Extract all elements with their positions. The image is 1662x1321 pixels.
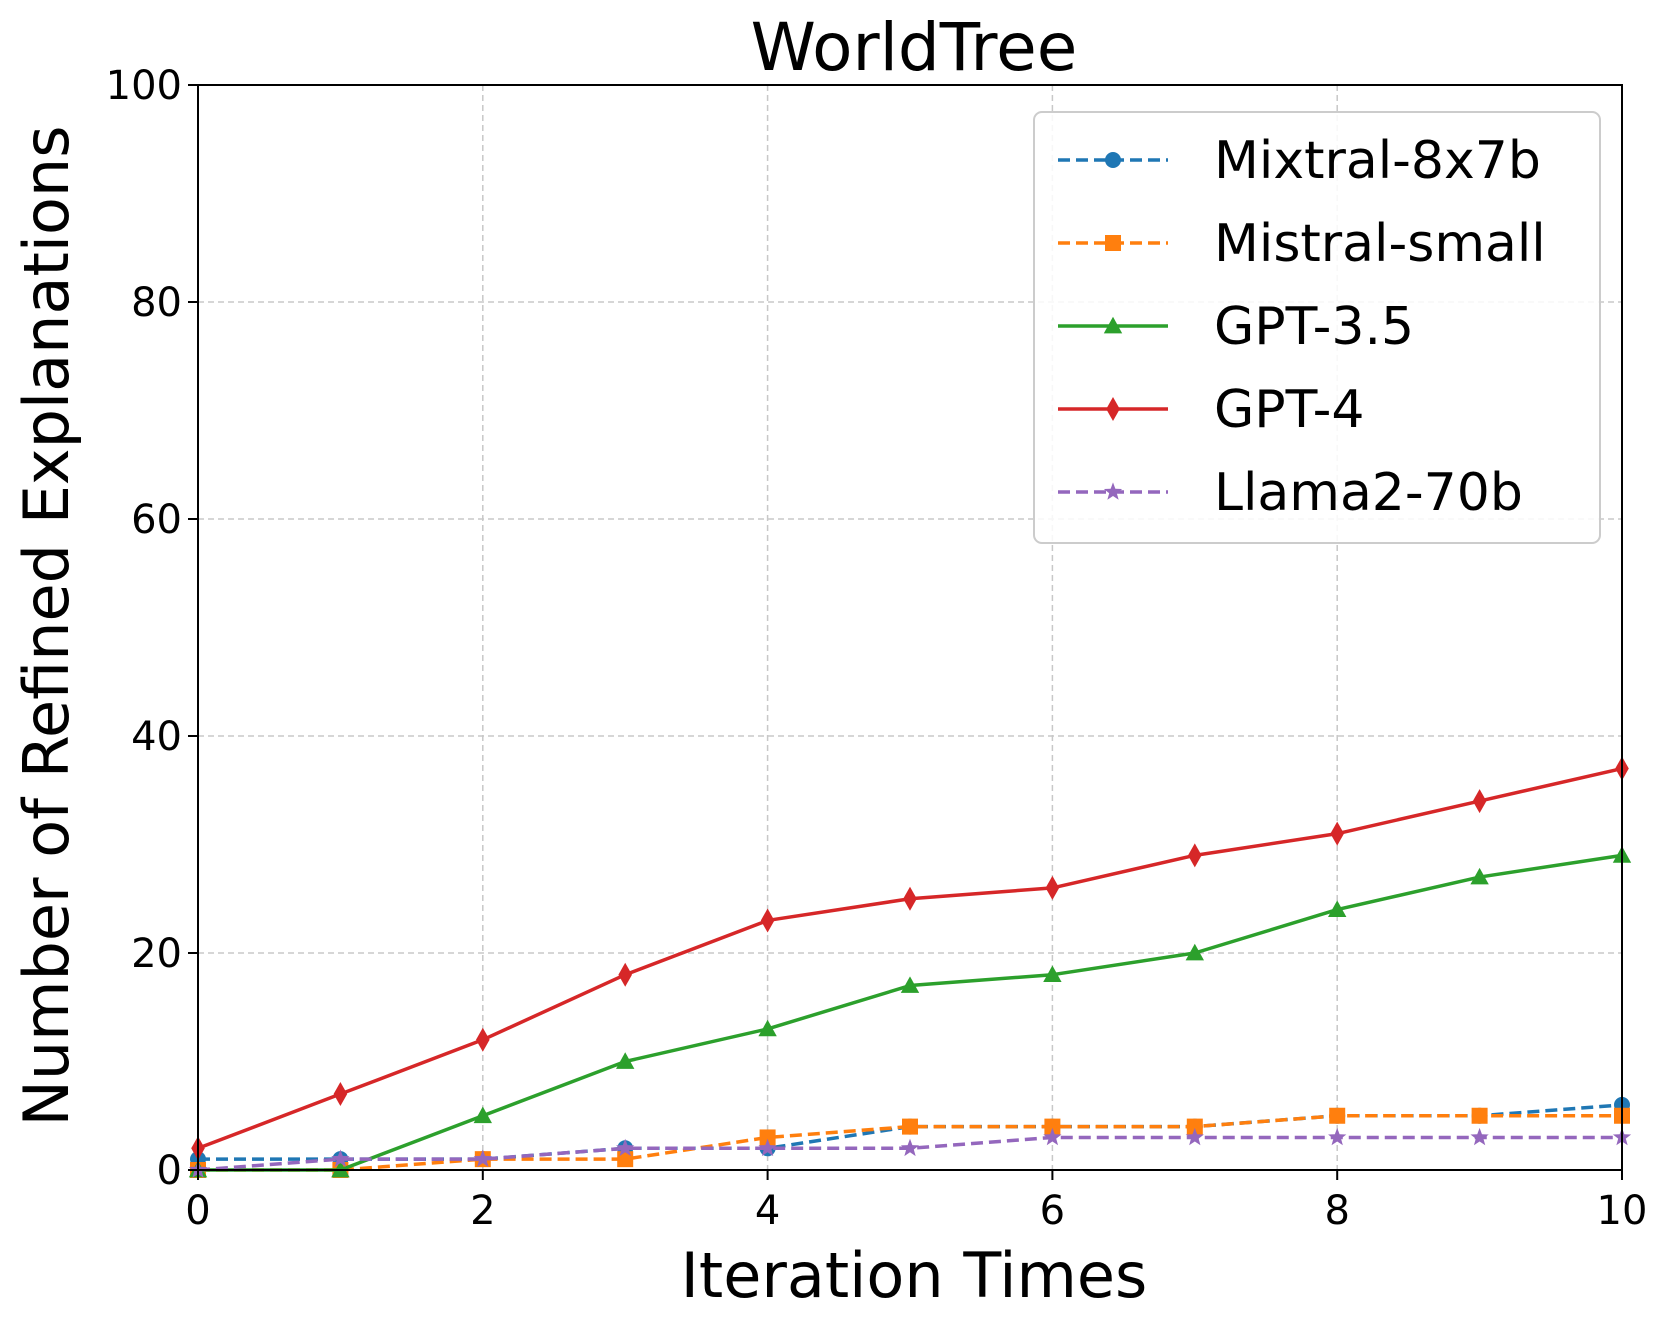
data-point-llama2-70b <box>1185 1127 1204 1146</box>
legend-entry-mistral-small: Mistral-small <box>1058 214 1546 274</box>
x-tick-label: 2 <box>470 1188 495 1234</box>
data-point-gpt-3-5 <box>900 976 920 993</box>
data-point-mistral-small <box>1044 1118 1061 1135</box>
data-point-gpt-3-5 <box>616 1052 635 1069</box>
data-point-llama2-70b <box>331 1149 350 1167</box>
x-tick-label: 8 <box>1324 1188 1349 1234</box>
legend-entry-gpt-4: GPT-4 <box>1058 380 1365 440</box>
y-tick-label: 80 <box>131 280 182 326</box>
y-tick-label: 0 <box>157 1148 182 1194</box>
data-point-gpt-3-5 <box>1328 900 1347 917</box>
data-point-mistral-small <box>1186 1118 1203 1135</box>
data-point-mistral-small <box>759 1129 776 1146</box>
data-point-gpt-3-5 <box>1185 943 1204 961</box>
legend: Mixtral-8x7b Mistral-small GPT-3.5 GPT-4 Lla… <box>1033 111 1601 544</box>
data-point-mistral-small <box>1471 1107 1488 1124</box>
data-point-llama2-70b <box>1043 1127 1062 1146</box>
legend-marker-mixtral-8x7b <box>1105 152 1121 168</box>
data-point-gpt-4 <box>1330 821 1344 846</box>
x-tick-label: 0 <box>185 1188 210 1234</box>
data-point-gpt-4 <box>476 1027 490 1052</box>
data-point-llama2-70b <box>1470 1127 1489 1146</box>
y-tick-label: 20 <box>131 931 182 977</box>
series-gpt-4 <box>191 756 1629 1161</box>
legend-label-gpt-3-5: GPT-3.5 <box>1214 297 1414 357</box>
y-axis-label: Number of Refined Explanations <box>10 125 83 1126</box>
data-point-mistral-small <box>617 1151 634 1168</box>
chart-title: WorldTree <box>751 9 1078 86</box>
data-point-gpt-4 <box>618 962 632 987</box>
x-tick-label: 4 <box>755 1188 780 1234</box>
data-point-mistral-small <box>902 1118 918 1135</box>
data-point-llama2-70b <box>1328 1127 1347 1146</box>
legend-label-llama2-70b: Llama2-70b <box>1214 463 1523 523</box>
legend-label-gpt-4: GPT-4 <box>1214 380 1365 440</box>
y-tick-label: 40 <box>131 714 182 760</box>
data-point-gpt-3-5 <box>758 1019 777 1037</box>
data-point-llama2-70b <box>758 1138 777 1157</box>
data-point-gpt-4 <box>1188 843 1202 868</box>
legend-entry-gpt-3-5: GPT-3.5 <box>1058 297 1414 357</box>
legend-marker-mistral-small <box>1105 235 1121 251</box>
legend-entry-mixtral-8x7b: Mixtral-8x7b <box>1058 131 1541 191</box>
x-tick-label: 6 <box>1040 1188 1065 1234</box>
data-point-gpt-4 <box>903 886 917 911</box>
series-layer <box>188 756 1632 1178</box>
legend-entry-llama2-70b: Llama2-70b <box>1058 463 1523 523</box>
y-tick-label: 60 <box>131 497 182 543</box>
legend-label-mistral-small: Mistral-small <box>1214 214 1546 274</box>
data-point-llama2-70b <box>473 1149 492 1167</box>
plot-frame <box>197 84 1623 1171</box>
data-point-llama2-70b <box>616 1138 635 1157</box>
data-point-mistral-small <box>1329 1107 1346 1124</box>
data-point-llama2-70b <box>900 1138 920 1157</box>
data-point-gpt-4 <box>333 1082 348 1107</box>
data-point-gpt-4 <box>760 908 775 933</box>
legend-marker-gpt-3-5 <box>1103 316 1123 334</box>
data-point-gpt-3-5 <box>1043 965 1062 983</box>
x-axis-label: Iteration Times <box>681 1239 1148 1312</box>
y-tick-label: 100 <box>106 63 182 109</box>
data-point-gpt-4 <box>1472 789 1487 814</box>
legend-marker-gpt-4 <box>1106 397 1120 421</box>
data-point-gpt-4 <box>1045 875 1060 900</box>
x-tick-label: 10 <box>1597 1188 1648 1234</box>
legend-marker-llama2-70b <box>1103 482 1123 500</box>
data-point-gpt-3-5 <box>473 1106 492 1124</box>
series-line-mistral-small <box>198 1114 1622 1172</box>
legend-label-mixtral-8x7b: Mixtral-8x7b <box>1214 131 1541 191</box>
legend-box <box>1033 111 1601 544</box>
data-point-gpt-3-5 <box>1470 867 1489 885</box>
